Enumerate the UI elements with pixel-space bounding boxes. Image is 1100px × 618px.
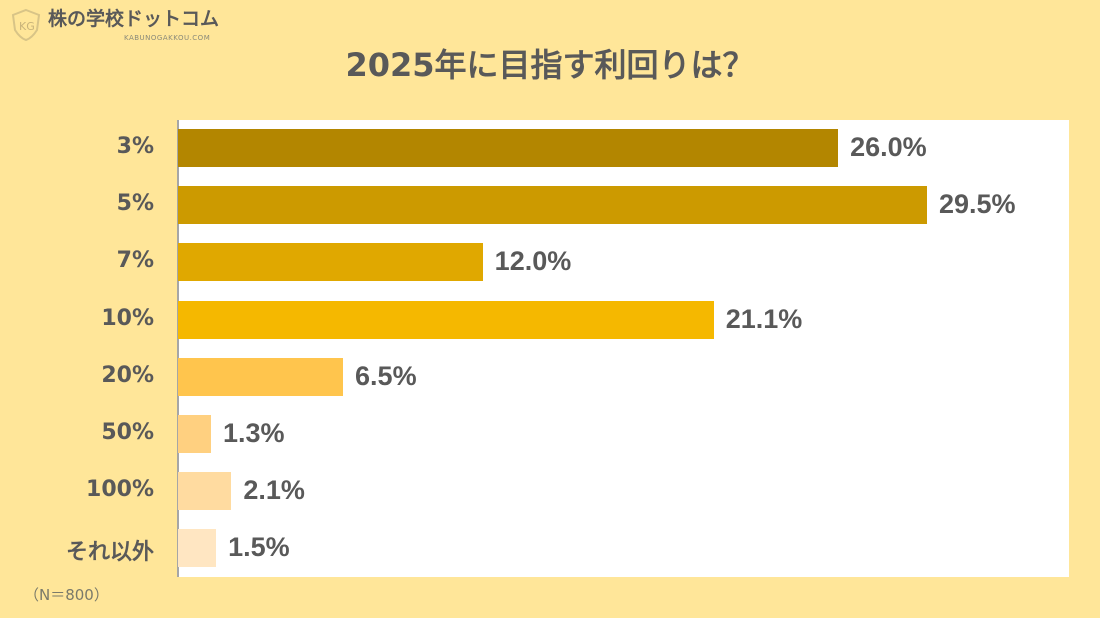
category-label: 7% (116, 248, 154, 274)
category-label: 10% (101, 305, 154, 331)
bar (178, 300, 714, 339)
brand-url: KABUNOGAKKOU.COM (124, 34, 211, 42)
data-label: 1.5% (228, 532, 290, 563)
data-label: 6.5% (355, 360, 417, 391)
category-label: 20% (101, 362, 154, 388)
data-label: 21.1% (725, 303, 803, 334)
data-label: 2.1% (243, 475, 305, 506)
data-label: 12.0% (494, 246, 572, 277)
category-label: 5% (116, 191, 154, 217)
bar (178, 243, 483, 282)
bar (178, 472, 232, 511)
bar (178, 357, 344, 396)
bar (178, 186, 927, 225)
svg-text:KG: KG (19, 20, 35, 33)
chart-title: 2025年に目指す利回りは？ (345, 46, 755, 84)
data-label: 26.0% (850, 132, 927, 162)
logo: KG 株の学校ドットコム KABUNOGAKKOU.COM (10, 8, 219, 42)
shield-logo-icon: KG (11, 8, 41, 42)
category-label: それ以外 (65, 540, 154, 566)
data-label: 1.3% (223, 418, 285, 448)
category-label: 50% (101, 420, 154, 445)
category-label: 100% (86, 477, 154, 503)
sample-size-note: （N＝800） (24, 586, 109, 604)
bar (178, 415, 211, 453)
brand-name: 株の学校ドットコム (48, 8, 220, 30)
bar (178, 129, 839, 167)
category-label: 3% (116, 134, 154, 159)
bar (178, 529, 217, 568)
data-label: 29.5% (939, 189, 1016, 220)
